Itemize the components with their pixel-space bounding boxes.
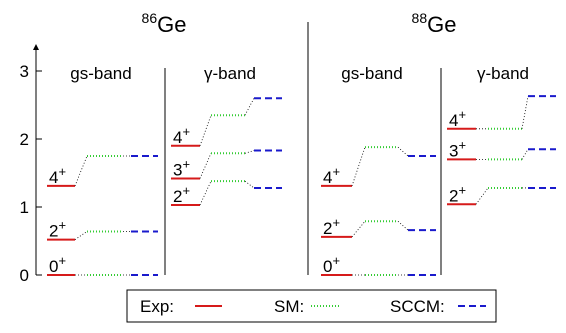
legend: Exp: SM: SCCM: — [126, 289, 497, 323]
connector — [74, 231, 88, 240]
spin-label: 3+ — [173, 156, 190, 179]
element-symbol: Ge — [427, 12, 456, 37]
spin-label: 2+ — [449, 182, 466, 205]
legend-box — [126, 289, 497, 323]
band-title: gs-band — [70, 64, 131, 83]
band-title: γ-band — [477, 64, 529, 83]
connector — [475, 187, 489, 205]
connector — [351, 147, 366, 187]
y-tick-label: 3 — [20, 62, 29, 81]
connector — [244, 98, 255, 116]
y-tick-label: 2 — [20, 130, 29, 149]
spin-label: 2+ — [173, 183, 190, 206]
legend-label-sccm: SCCM: — [390, 297, 445, 316]
connector — [199, 115, 212, 146]
connector — [244, 150, 255, 154]
mass-number: 88 — [412, 10, 428, 26]
connector — [397, 146, 409, 157]
connector — [397, 220, 409, 231]
connector — [521, 148, 529, 160]
legend-label-exp: Exp: — [140, 297, 174, 316]
mass-number: 86 — [142, 10, 158, 26]
element-symbol: Ge — [157, 12, 186, 37]
spin-label: 4+ — [173, 124, 190, 147]
spin-label: 0+ — [323, 253, 340, 276]
band-title: γ-band — [204, 64, 256, 83]
legend-label-sm: SM: — [274, 297, 304, 316]
connector — [199, 180, 212, 206]
spin-label: 4+ — [323, 164, 340, 187]
nucleus-title-88ge: 88Ge — [412, 10, 457, 37]
connector — [199, 153, 212, 179]
band-title: gs-band — [341, 64, 402, 83]
spin-label: 4+ — [49, 164, 66, 187]
y-tick-label: 0 — [20, 266, 29, 285]
spin-label: 4+ — [449, 107, 466, 130]
connector — [351, 221, 366, 238]
spin-label: 3+ — [449, 137, 466, 160]
connector — [244, 180, 255, 189]
energy-levels: 0+ 2+ 4+ 2+ 3+ 4+ 0+ 2+ 4+ 2+ 3+ 4+ — [47, 95, 556, 276]
spin-label: 2+ — [49, 218, 66, 241]
connector — [74, 155, 88, 187]
y-axis-arrow — [33, 44, 39, 50]
nucleus-title-86ge: 86Ge — [142, 10, 187, 37]
y-axis-ticks: 0 1 2 3 — [20, 62, 42, 285]
spin-label: 2+ — [323, 215, 340, 238]
connector — [521, 96, 529, 129]
spin-label: 0+ — [49, 253, 66, 276]
y-tick-label: 1 — [20, 198, 29, 217]
